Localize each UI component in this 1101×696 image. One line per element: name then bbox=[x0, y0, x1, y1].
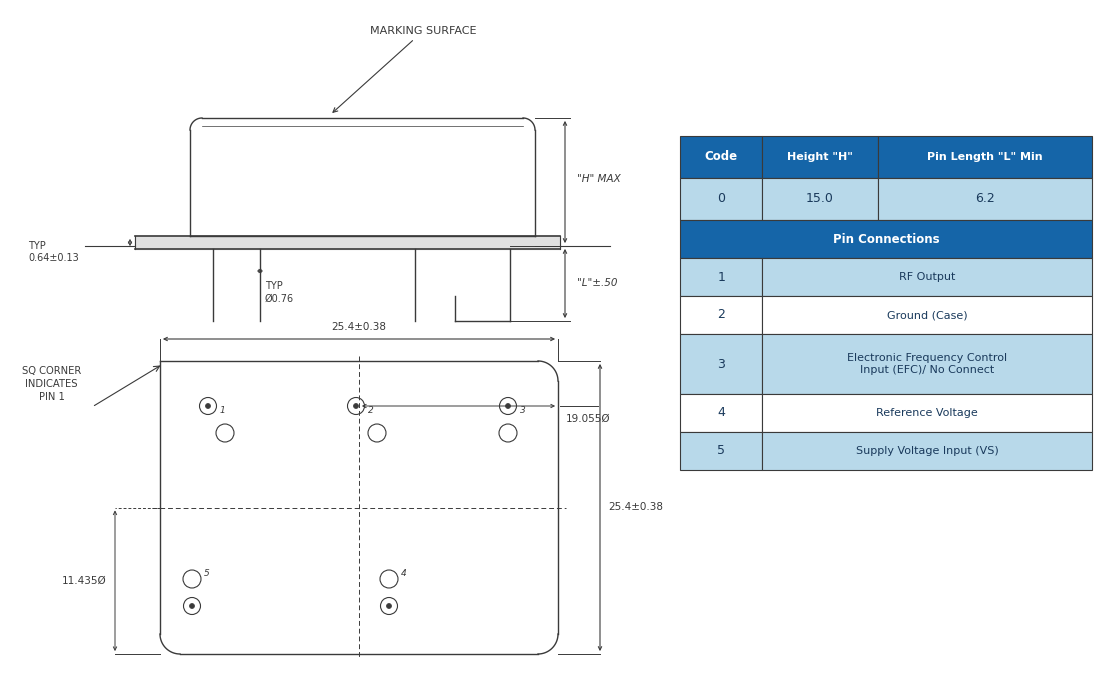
Bar bbox=[762, 296, 1092, 334]
Text: 5: 5 bbox=[204, 569, 210, 578]
Bar bbox=[762, 258, 1092, 296]
Bar bbox=[680, 220, 1092, 258]
Text: Ground (Case): Ground (Case) bbox=[887, 310, 968, 320]
Text: 0: 0 bbox=[717, 193, 726, 205]
Text: 2: 2 bbox=[717, 308, 726, 322]
Text: 2: 2 bbox=[368, 406, 373, 415]
Circle shape bbox=[353, 404, 359, 409]
Text: Reference Voltage: Reference Voltage bbox=[876, 408, 978, 418]
Bar bbox=[680, 136, 762, 178]
Bar bbox=[680, 432, 762, 470]
Bar bbox=[680, 178, 762, 220]
Text: RF Output: RF Output bbox=[900, 272, 956, 282]
Circle shape bbox=[189, 603, 195, 608]
Text: 19.055Ø: 19.055Ø bbox=[566, 414, 611, 424]
Text: Electronic Frequency Control
Input (EFC)/ No Connect: Electronic Frequency Control Input (EFC)… bbox=[847, 353, 1007, 375]
Text: 25.4±0.38: 25.4±0.38 bbox=[331, 322, 386, 332]
Text: 5: 5 bbox=[717, 445, 726, 457]
Bar bbox=[762, 432, 1092, 470]
Text: Pin Length "L" Min: Pin Length "L" Min bbox=[927, 152, 1043, 162]
Text: Supply Voltage Input (VS): Supply Voltage Input (VS) bbox=[855, 446, 999, 456]
Text: 11.435Ø: 11.435Ø bbox=[63, 576, 107, 586]
Circle shape bbox=[505, 404, 511, 409]
Text: MARKING SURFACE: MARKING SURFACE bbox=[333, 26, 477, 112]
Text: TYP
0.64±0.13: TYP 0.64±0.13 bbox=[28, 241, 79, 263]
Text: 1: 1 bbox=[219, 406, 226, 415]
Text: 1: 1 bbox=[717, 271, 726, 283]
Bar bbox=[762, 136, 877, 178]
Text: 15.0: 15.0 bbox=[806, 193, 835, 205]
Text: SQ CORNER
INDICATES
PIN 1: SQ CORNER INDICATES PIN 1 bbox=[22, 366, 81, 402]
Text: Height "H": Height "H" bbox=[787, 152, 853, 162]
Bar bbox=[680, 296, 762, 334]
Bar bbox=[762, 334, 1092, 394]
Bar bbox=[680, 334, 762, 394]
Circle shape bbox=[386, 603, 392, 608]
Text: Code: Code bbox=[705, 150, 738, 164]
Text: 4: 4 bbox=[717, 406, 726, 420]
Text: 4: 4 bbox=[401, 569, 406, 578]
Text: TYP
Ø0.76: TYP Ø0.76 bbox=[265, 281, 294, 303]
Bar bbox=[680, 258, 762, 296]
Bar bbox=[877, 136, 1092, 178]
Text: 3: 3 bbox=[717, 358, 726, 370]
Bar bbox=[877, 178, 1092, 220]
Bar bbox=[762, 178, 877, 220]
Bar bbox=[762, 394, 1092, 432]
Bar bbox=[680, 394, 762, 432]
Text: 25.4±0.38: 25.4±0.38 bbox=[608, 503, 663, 512]
Text: Pin Connections: Pin Connections bbox=[832, 232, 939, 246]
Text: 6.2: 6.2 bbox=[975, 193, 995, 205]
Text: "H" MAX: "H" MAX bbox=[577, 173, 621, 184]
Text: 3: 3 bbox=[520, 406, 525, 415]
Text: "L"±.50: "L"±.50 bbox=[577, 278, 618, 289]
Circle shape bbox=[206, 404, 210, 409]
